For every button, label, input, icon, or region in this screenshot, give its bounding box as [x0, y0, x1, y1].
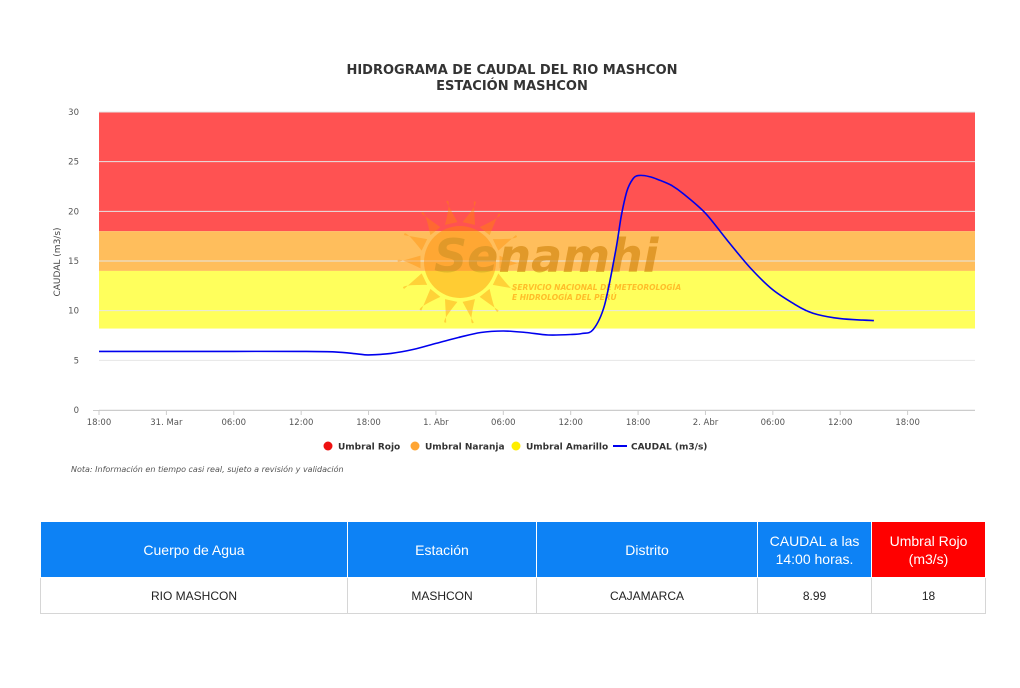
x-tick-label: 18:00: [87, 418, 112, 428]
watermark-line1: SERVICIO NACIONAL DE METEOROLOGÍA: [512, 283, 681, 292]
x-tick-label: 18:00: [356, 418, 381, 428]
chart-legend: Umbral Rojo Umbral Naranja Umbral Amarillo…: [323, 441, 707, 453]
header-umbral-rojo: Umbral Rojo (m3/s): [871, 521, 986, 578]
x-tick-label: 12:00: [828, 418, 853, 428]
chart-title: HIDROGRAMA DE CAUDAL DEL RIO MASHCON: [346, 63, 677, 78]
legend-label: Umbral Naranja: [425, 443, 505, 453]
legend-marker-icon: [410, 441, 420, 451]
table-row: RIO MASHCON MASHCON CAJAMARCA 8.99 18: [40, 577, 986, 614]
legend-marker-icon: [511, 441, 521, 451]
x-tick-label: 12:00: [558, 418, 583, 428]
x-tick-label: 06:00: [491, 418, 516, 428]
y-tick-label: 30: [68, 108, 79, 118]
x-tick-label: 12:00: [289, 418, 314, 428]
x-tick-label: 31. Mar: [150, 418, 183, 428]
y-tick-label: 5: [74, 356, 79, 366]
cell-cuerpo-de-agua: RIO MASHCON: [40, 577, 348, 614]
header-umbral-line2: (m3/s): [908, 550, 949, 567]
station-info-table: Cuerpo de Agua Estación Distrito CAUDAL …: [40, 521, 986, 614]
legend-item-caudal-m3-s[interactable]: CAUDAL (m3/s): [613, 443, 707, 453]
y-tick-label: 25: [68, 158, 79, 168]
header-estacion: Estación: [347, 521, 537, 578]
cell-umbral-rojo: 18: [871, 577, 986, 614]
chart-subtitle: ESTACIÓN MASHCON: [436, 78, 588, 94]
band-umbral-amarillo: [99, 270, 975, 329]
y-tick-label: 20: [68, 207, 79, 217]
y-tick-label: 0: [74, 406, 79, 416]
cell-estacion: MASHCON: [347, 577, 537, 614]
header-caudal-line2: 14:00 horas.: [775, 550, 854, 567]
watermark-brand: Senamhi: [434, 229, 660, 283]
legend-item-umbral-rojo[interactable]: Umbral Rojo: [323, 441, 401, 453]
cell-caudal: 8.99: [757, 577, 872, 614]
y-axis-label: CAUDAL (m3/s): [53, 227, 63, 296]
x-tick-label: 2. Abr: [693, 418, 719, 428]
legend-marker-icon: [323, 441, 333, 451]
x-tick-label: 06:00: [222, 418, 247, 428]
x-axis: 18:00 31. Mar 06:00 12:00 18:00 1. Abr 06:00 12…: [87, 410, 975, 428]
senamhi-watermark: Senamhi SERVICIO NACIONAL DE METEOROLOGÍ…: [397, 200, 681, 324]
legend-label: Umbral Rojo: [338, 443, 400, 453]
y-axis: 0 5 10 15 20 25 30: [68, 108, 79, 416]
chart-note: Nota: Información en tiempo casi real, s…: [71, 464, 344, 474]
legend-label: CAUDAL (m3/s): [631, 443, 707, 453]
legend-label: Umbral Amarillo: [526, 443, 608, 453]
cell-distrito: CAJAMARCA: [536, 577, 758, 614]
band-umbral-naranja: [99, 231, 975, 271]
x-tick-label: 06:00: [761, 418, 786, 428]
y-tick-label: 10: [68, 307, 79, 317]
x-tick-label: 18:00: [895, 418, 920, 428]
table-header-row: Cuerpo de Agua Estación Distrito CAUDAL …: [40, 521, 986, 578]
header-cuerpo-de-agua: Cuerpo de Agua: [40, 521, 348, 578]
hydrograph-chart: HIDROGRAMA DE CAUDAL DEL RIO MASHCON EST…: [53, 63, 975, 474]
x-tick-label: 1. Abr: [423, 418, 449, 428]
band-umbral-rojo: [99, 112, 975, 232]
header-caudal-line1: CAUDAL a las: [769, 532, 860, 549]
sun-logo-icon: [397, 200, 523, 324]
header-umbral-line1: Umbral Rojo: [889, 532, 968, 549]
header-distrito: Distrito: [536, 521, 758, 578]
legend-item-umbral-amarillo[interactable]: Umbral Amarillo: [511, 441, 609, 453]
series-line-caudal: [99, 174, 874, 356]
legend-item-umbral-naranja[interactable]: Umbral Naranja: [410, 441, 505, 453]
header-caudal: CAUDAL a las 14:00 horas.: [757, 521, 872, 578]
sun-rays-icon: [397, 200, 523, 324]
y-tick-label: 15: [68, 257, 79, 267]
watermark-line2: E HIDROLOGÍA DEL PERÚ: [512, 293, 617, 302]
x-tick-label: 18:00: [626, 418, 651, 428]
